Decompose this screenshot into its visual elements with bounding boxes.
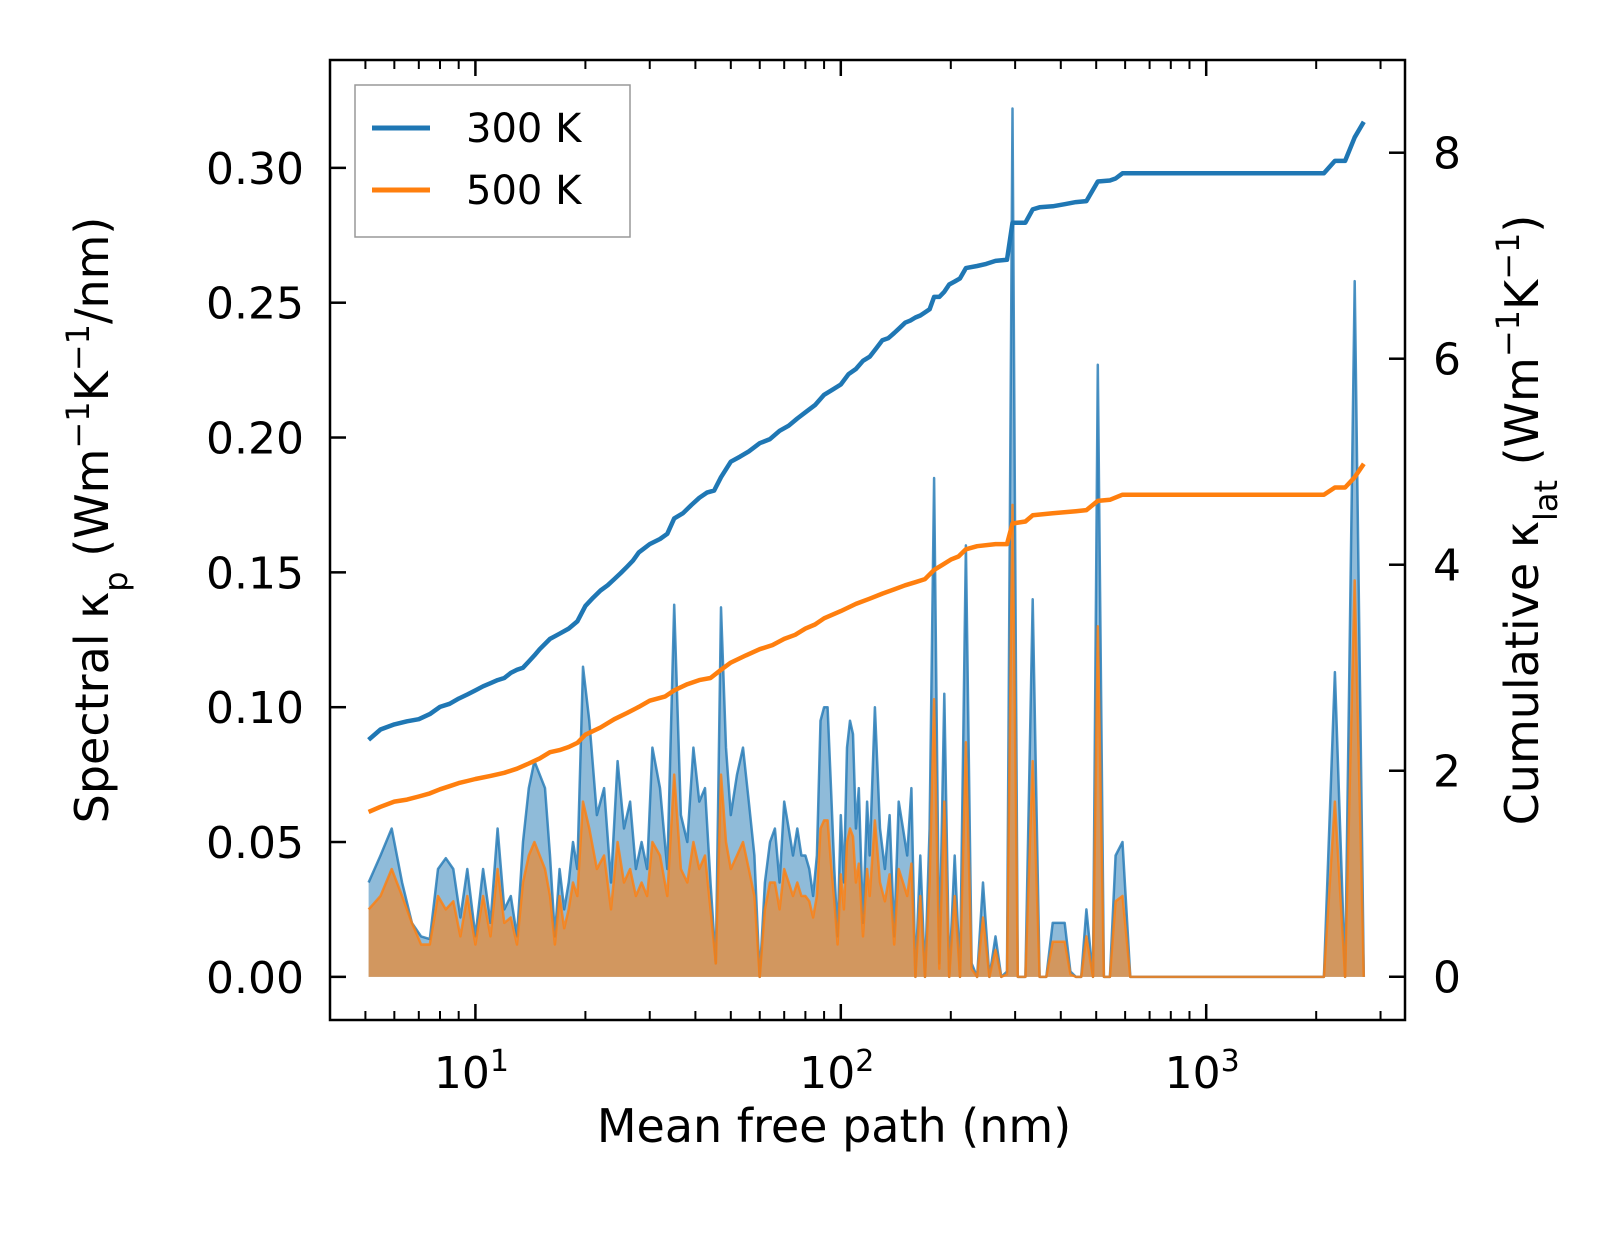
x-axis-title: Mean free path (nm) xyxy=(597,1099,1071,1153)
y-left-tick-label: 0.20 xyxy=(206,414,304,465)
x-tick-label-1000: 103 xyxy=(1165,1044,1240,1100)
plot-area xyxy=(367,107,1366,979)
y-right-tick-label: 4 xyxy=(1433,541,1461,592)
y-left-tick-label: 0.15 xyxy=(206,548,304,599)
legend-box xyxy=(354,84,631,238)
x-tick-label-10: 101 xyxy=(434,1044,509,1100)
spectral-line-500k xyxy=(367,503,1366,979)
y-right-tick-label: 0 xyxy=(1433,953,1461,1004)
y-right-axis-title: Cumulative κlat (Wm−1K−1) xyxy=(1489,215,1565,826)
y-left-axis-title: Spectral κp (Wm−1K−1/nm) xyxy=(59,217,135,824)
y-left-tick-label: 0.10 xyxy=(206,683,304,734)
y-left-tick-label: 0.00 xyxy=(206,953,304,1004)
spectral-line-300k xyxy=(367,107,1366,979)
y-right-tick-label: 6 xyxy=(1433,335,1461,386)
cumulative-line-500k xyxy=(367,462,1366,814)
spectral-area-500k xyxy=(368,504,1364,977)
y-left-tick-label: 0.30 xyxy=(206,144,304,195)
plot-frame xyxy=(328,58,1407,1022)
y-left-tick-label: 0.25 xyxy=(206,279,304,330)
legend-label-300k: 300 K xyxy=(466,106,583,152)
legend-label-500k: 500 K xyxy=(466,168,583,214)
y-right-tick-label: 2 xyxy=(1433,747,1461,798)
cumulative-line-300k xyxy=(367,120,1366,742)
legend: 300 K 500 K xyxy=(354,84,631,238)
y-left-tick-label: 0.05 xyxy=(206,818,304,869)
y-right-tick-label: 8 xyxy=(1433,129,1461,180)
x-tick-label-100: 102 xyxy=(799,1044,874,1100)
spectral-area-300k xyxy=(368,108,1364,977)
